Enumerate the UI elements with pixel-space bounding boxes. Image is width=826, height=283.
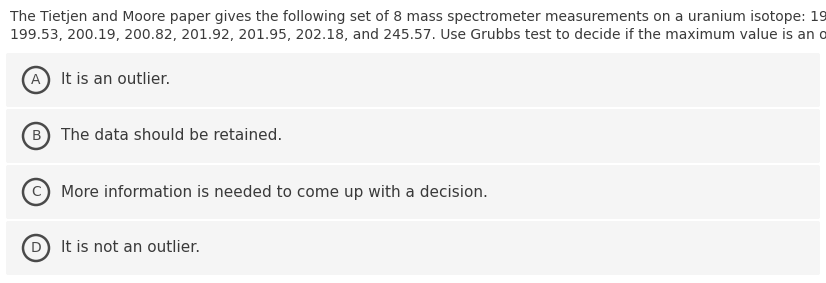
FancyBboxPatch shape [6, 221, 820, 275]
Text: B: B [31, 129, 40, 143]
Text: It is not an outlier.: It is not an outlier. [61, 241, 200, 256]
Text: The data should be retained.: The data should be retained. [61, 128, 282, 143]
Text: D: D [31, 241, 41, 255]
Text: The Tietjen and Moore paper gives the following set of 8 mass spectrometer measu: The Tietjen and Moore paper gives the fo… [10, 10, 826, 24]
FancyBboxPatch shape [6, 165, 820, 219]
Text: More information is needed to come up with a decision.: More information is needed to come up wi… [61, 185, 488, 200]
Text: A: A [31, 73, 40, 87]
Text: 199.53, 200.19, 200.82, 201.92, 201.95, 202.18, and 245.57. Use Grubbs test to d: 199.53, 200.19, 200.82, 201.92, 201.95, … [10, 28, 826, 42]
Text: C: C [31, 185, 40, 199]
Text: It is an outlier.: It is an outlier. [61, 72, 170, 87]
FancyBboxPatch shape [6, 53, 820, 107]
FancyBboxPatch shape [6, 109, 820, 163]
